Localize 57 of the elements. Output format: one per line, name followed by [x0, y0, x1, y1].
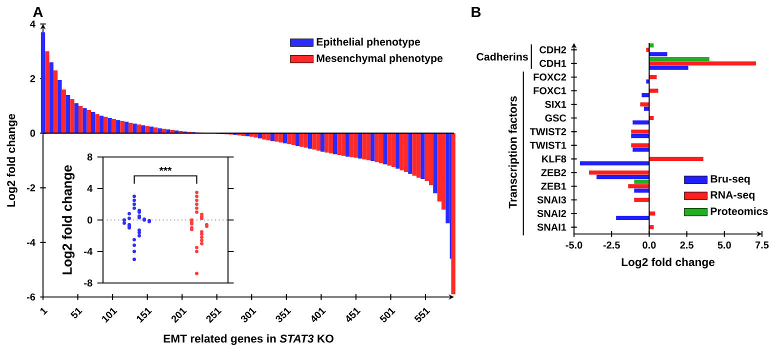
text: Transcription factors [508, 96, 520, 208]
x-tick-label: 351 [276, 308, 292, 322]
y-tick-label: 4 [30, 20, 36, 28]
legend-label: Bru-seq [710, 175, 750, 185]
x-tick-label: 401 [312, 308, 326, 322]
text: B [472, 6, 481, 18]
legend-label: RNA-seq [710, 191, 754, 201]
y-tick-label: -8 [84, 279, 92, 287]
y-tick-label: FOXC2 [534, 74, 566, 81]
x-tick-label: 1 [40, 308, 48, 315]
y-tick-label: TWIST2 [530, 128, 566, 136]
x-tick-label: 7.5 [755, 242, 769, 249]
y-tick-label: SNAI3 [537, 196, 566, 204]
x-tick-label: 2.5 [680, 242, 694, 249]
y-tick-label: ZEB2 [541, 169, 566, 176]
x-tick-label: -2.5 [603, 242, 620, 249]
y-tick-label: 2 [30, 75, 36, 82]
y-tick-label: SNAI2 [537, 210, 566, 218]
y-axis-title: Log2 fold change [62, 165, 75, 274]
y-axis-title: Log2 fold change [6, 114, 18, 207]
legend-label: Mesenchymal phenotype [316, 54, 443, 64]
x-tick-label: 201 [171, 308, 187, 323]
annotation: *** [159, 166, 172, 171]
y-tick-label: -6 [26, 293, 36, 301]
x-tick-label: 0.0 [642, 242, 656, 249]
x-tick-label: 251 [206, 308, 222, 323]
y-tick-label: CDH2 [540, 46, 566, 54]
y-tick-label: FOXC1 [534, 87, 566, 94]
x-tick-label: 5.0 [718, 242, 731, 249]
x-tick-label: 101 [102, 308, 118, 323]
x-axis-title: Log2 fold change [622, 258, 715, 268]
legend-label: Epithelial phenotype [316, 38, 420, 48]
y-tick-label: CDH1 [540, 60, 566, 68]
legend-label: Proteomics [710, 207, 768, 216]
x-tick-label: -5.0 [566, 242, 582, 249]
y-tick-label: GSC [545, 114, 566, 122]
y-tick-label: 0 [87, 216, 92, 224]
y-tick-label: SIX1 [545, 100, 566, 108]
y-tick-label: 0 [30, 130, 36, 137]
text: A [33, 6, 43, 18]
x-tick-label: 51 [70, 308, 82, 318]
x-axis-title: EMT related genes in STAT3 KO [164, 334, 334, 345]
y-tick-label: -4 [26, 238, 36, 246]
x-tick-label: 501 [380, 308, 396, 322]
x-tick-label: 151 [136, 308, 152, 323]
y-tick-label: -4 [84, 248, 93, 255]
x-tick-label: 551 [414, 308, 430, 322]
text: Cadherins [476, 52, 528, 61]
y-tick-label: 4 [87, 185, 93, 192]
x-tick-label: 451 [346, 308, 361, 322]
y-tick-label: SNAI1 [537, 224, 566, 231]
y-tick-label: 8 [87, 153, 92, 161]
x-tick-label: 301 [240, 308, 256, 322]
y-tick-label: -2 [26, 184, 36, 192]
y-tick-label: TWIST1 [530, 142, 566, 149]
y-tick-label: KLF8 [542, 155, 566, 162]
y-tick-label: ZEB1 [541, 182, 566, 190]
